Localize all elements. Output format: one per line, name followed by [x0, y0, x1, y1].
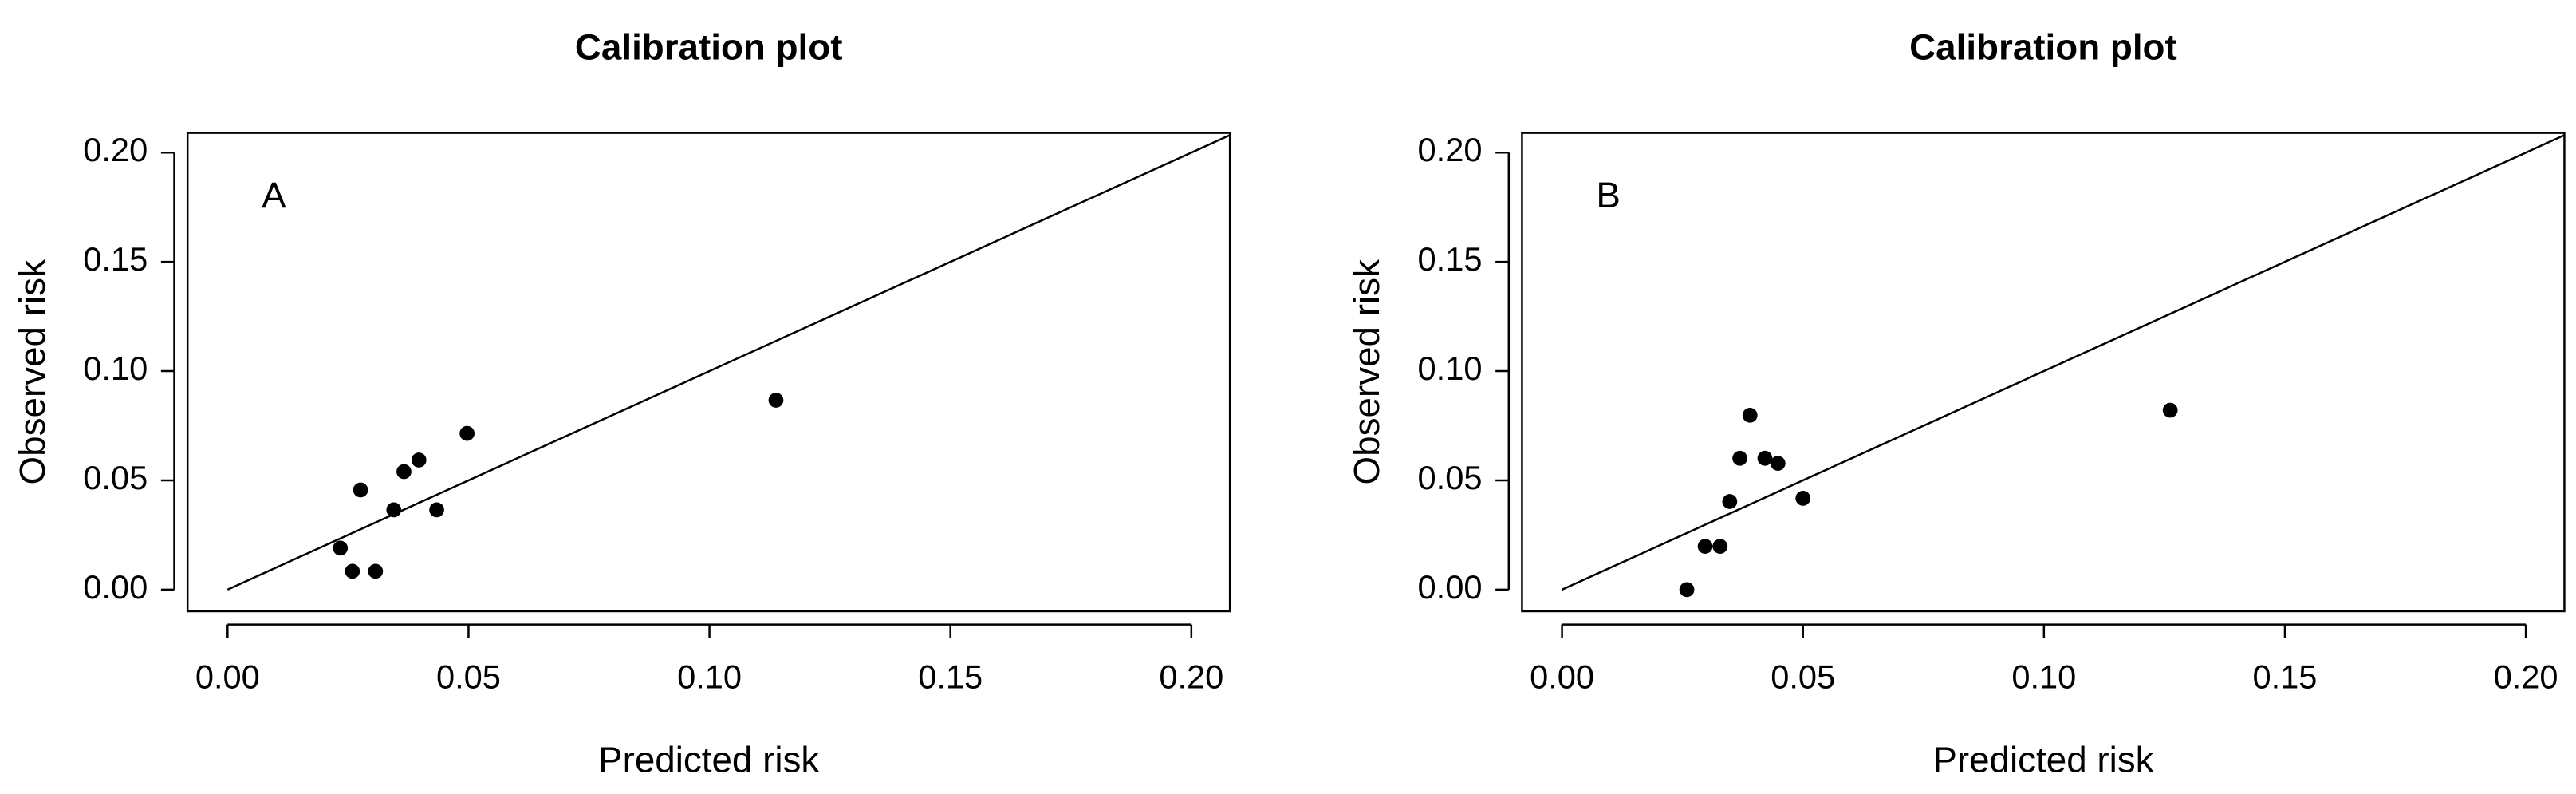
x-tick-label: 0.05: [1771, 658, 1835, 695]
point: [345, 563, 360, 579]
point: [1757, 450, 1773, 466]
point: [1697, 539, 1713, 555]
y-tick-label: 0.15: [83, 240, 148, 278]
y-tick-label: 0.15: [1418, 240, 1483, 278]
x-tick-label: 0.15: [2252, 658, 2317, 695]
x-tick-label: 0.20: [2494, 658, 2558, 695]
reference-line: [226, 134, 1231, 591]
point: [459, 425, 475, 441]
y-tick-label: 0.00: [83, 568, 148, 606]
y-tick-label: 0.05: [83, 459, 148, 496]
point: [1732, 450, 1747, 466]
point: [1679, 582, 1695, 598]
point: [1742, 407, 1758, 423]
point: [333, 540, 349, 556]
point: [411, 452, 427, 468]
point: [353, 482, 368, 498]
y-tick-label: 0.20: [1418, 131, 1483, 168]
chart-title: Calibration plot: [575, 27, 843, 68]
y-tick-label: 0.10: [1418, 350, 1483, 387]
panel-label: A: [262, 175, 286, 215]
chart-title: Calibration plot: [1909, 27, 2177, 68]
point: [2162, 402, 2178, 418]
plot-frame: [186, 132, 1231, 613]
point: [1722, 494, 1738, 509]
point: [768, 393, 784, 408]
point: [396, 464, 412, 480]
x-tick-label: 0.00: [195, 658, 260, 695]
x-tick-label: 0.05: [436, 658, 501, 695]
y-tick-label: 0.10: [83, 350, 148, 387]
x-tick-label: 0.00: [1530, 658, 1594, 695]
point: [1795, 491, 1811, 506]
x-tick-label: 0.20: [1159, 658, 1223, 695]
reference-line: [1562, 134, 2565, 591]
x-axis-label: Predicted risk: [1932, 739, 2153, 780]
x-tick-label: 0.10: [677, 658, 742, 695]
point: [1712, 539, 1728, 555]
y-tick-label: 0.20: [83, 131, 148, 168]
y-tick-label: 0.05: [1418, 459, 1483, 496]
x-tick-label: 0.10: [2011, 658, 2076, 695]
x-tick-label: 0.15: [918, 658, 983, 695]
y-axis-label: Observed risk: [12, 259, 53, 484]
point: [429, 502, 444, 518]
point: [1770, 456, 1786, 471]
y-tick-label: 0.00: [1418, 568, 1483, 606]
plot-frame: [1521, 132, 2566, 613]
point: [386, 502, 402, 518]
y-axis-label: Observed risk: [1346, 259, 1387, 484]
x-axis-label: Predicted risk: [598, 739, 819, 780]
panel-label: B: [1596, 175, 1621, 215]
point: [368, 563, 384, 579]
